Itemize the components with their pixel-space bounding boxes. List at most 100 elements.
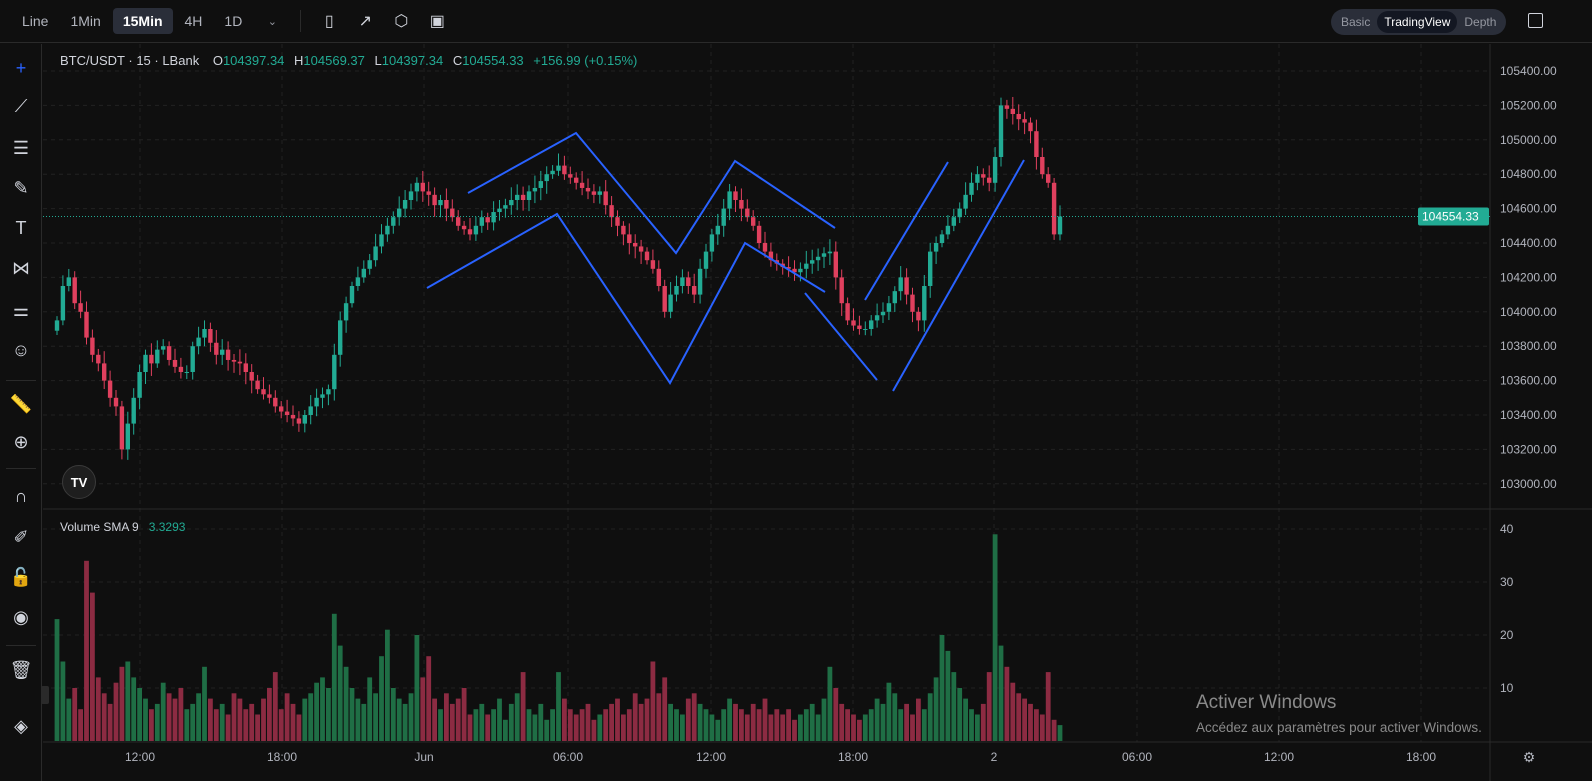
price-tick: 104200.00	[1500, 270, 1557, 284]
lock-drawing-icon[interactable]: ✐	[13, 526, 29, 547]
settings-icon[interactable]: ⬡	[394, 13, 409, 30]
candle-body	[503, 205, 508, 209]
volume-bar	[444, 693, 449, 741]
brush-icon[interactable]: ✎	[13, 177, 29, 198]
volume-bar	[980, 703, 986, 741]
mode-tradingview[interactable]: TradingView	[1377, 11, 1458, 33]
candle-body	[751, 217, 756, 226]
price-tick: 104000.00	[1500, 305, 1557, 319]
drawing-trendline	[467, 131, 836, 255]
trash-icon[interactable]: 🗑	[9, 659, 33, 680]
layers-icon[interactable]: ◈	[14, 715, 28, 736]
candle-body	[745, 208, 750, 218]
volume-bar	[320, 677, 325, 741]
candle-body	[574, 177, 579, 183]
volume-bar	[190, 703, 196, 741]
price-tick: 103600.00	[1500, 374, 1557, 388]
candle-body	[662, 286, 667, 312]
forecast-icon[interactable]: ⚌	[12, 299, 30, 320]
volume-bar	[420, 677, 426, 741]
magnet-icon[interactable]: ∩	[14, 485, 28, 506]
volume-bar	[361, 703, 367, 741]
volume-bar	[969, 709, 974, 741]
candle-body	[426, 191, 431, 195]
candle-body	[450, 208, 455, 218]
volume-bar	[550, 709, 555, 741]
volume-bar	[225, 714, 231, 741]
candle-body	[202, 329, 207, 338]
tradingview-logo[interactable]: TV	[62, 465, 96, 499]
candle-body	[225, 349, 231, 360]
candles-icon[interactable]: ▯	[324, 13, 334, 30]
candle-body	[697, 268, 703, 295]
fullscreen-exit-icon[interactable]	[1528, 13, 1543, 28]
tf-4h[interactable]: 4H	[184, 13, 203, 29]
volume-bar	[721, 709, 727, 741]
time-tick: 18:00	[1406, 750, 1436, 764]
volume-bar	[762, 698, 768, 741]
candle-body	[933, 243, 939, 252]
candle-body	[987, 177, 992, 183]
volume-bar	[196, 693, 201, 741]
mode-depth[interactable]: Depth	[1464, 15, 1497, 29]
pattern-icon[interactable]: ⋈	[12, 257, 30, 278]
crosshair-icon[interactable]: +	[15, 57, 27, 78]
volume-bar	[585, 703, 591, 741]
volume-bar	[727, 698, 732, 741]
candle-body	[267, 394, 272, 398]
volume-bar	[862, 714, 868, 741]
mode-basic[interactable]: Basic	[1341, 15, 1371, 29]
volume-bar	[149, 709, 154, 741]
candle-body	[473, 225, 479, 235]
candle-body	[1057, 216, 1063, 235]
volume-bar	[880, 703, 886, 741]
candle-body	[255, 380, 260, 390]
tf-15min[interactable]: 15Min	[112, 8, 173, 34]
snapshot-icon[interactable]: ▣	[429, 13, 445, 30]
volume-bar	[945, 650, 951, 741]
volume-label[interactable]: Volume SMA 9	[60, 520, 139, 534]
volume-bar	[520, 672, 526, 741]
volume-bar	[337, 645, 343, 741]
volume-bar	[733, 703, 738, 741]
tf-1min[interactable]: 1Min	[70, 13, 101, 29]
volume-bar	[95, 677, 101, 741]
volume-bar	[780, 714, 786, 741]
horizontal-lines-icon[interactable]: ☰	[12, 137, 30, 158]
volume-bar	[1028, 703, 1033, 741]
eye-icon[interactable]: ◉	[13, 606, 29, 627]
settings-icon[interactable]: ⚙	[1523, 749, 1536, 765]
candle-body	[957, 208, 962, 218]
zoom-in-icon[interactable]: ⊕	[13, 431, 29, 452]
ohlc-legend: BTC/USDT · 15 · LBank O104397.34 H104569…	[60, 53, 643, 68]
tf-line[interactable]: Line	[22, 13, 49, 29]
volume-bar	[892, 693, 898, 741]
volume-bar	[851, 714, 856, 741]
collapse-toolbar-handle[interactable]	[41, 686, 49, 704]
candle-body	[845, 303, 850, 321]
volume-bar	[432, 698, 437, 741]
tf-1d[interactable]: 1D	[224, 13, 243, 29]
candle-body	[568, 174, 573, 178]
candle-body	[1040, 157, 1045, 175]
unlock-icon[interactable]: 🔓	[9, 566, 33, 587]
drawing-trendline	[426, 212, 826, 385]
candle-body	[485, 217, 490, 223]
trendline-icon[interactable]: ⟋	[14, 95, 28, 116]
indicators-icon[interactable]: ↗	[358, 13, 373, 30]
candle-body	[137, 372, 142, 398]
text-icon[interactable]: T	[15, 217, 27, 238]
volume-bar	[697, 703, 703, 741]
drawing-trendline	[864, 161, 949, 301]
emoji-icon[interactable]: ☺	[11, 339, 31, 360]
volume-bar	[998, 645, 1004, 741]
candle-body	[1004, 105, 1010, 109]
volume-bar	[143, 698, 148, 741]
price-tick: 103400.00	[1500, 408, 1557, 422]
symbol-title[interactable]: BTC/USDT · 15 · LBank	[60, 53, 200, 68]
change-value: +156.99 (+0.15%)	[533, 53, 638, 68]
candle-body	[656, 268, 661, 286]
ruler-icon[interactable]: 📏	[9, 393, 33, 414]
chevron-down-icon[interactable]: ⌄	[267, 15, 277, 28]
